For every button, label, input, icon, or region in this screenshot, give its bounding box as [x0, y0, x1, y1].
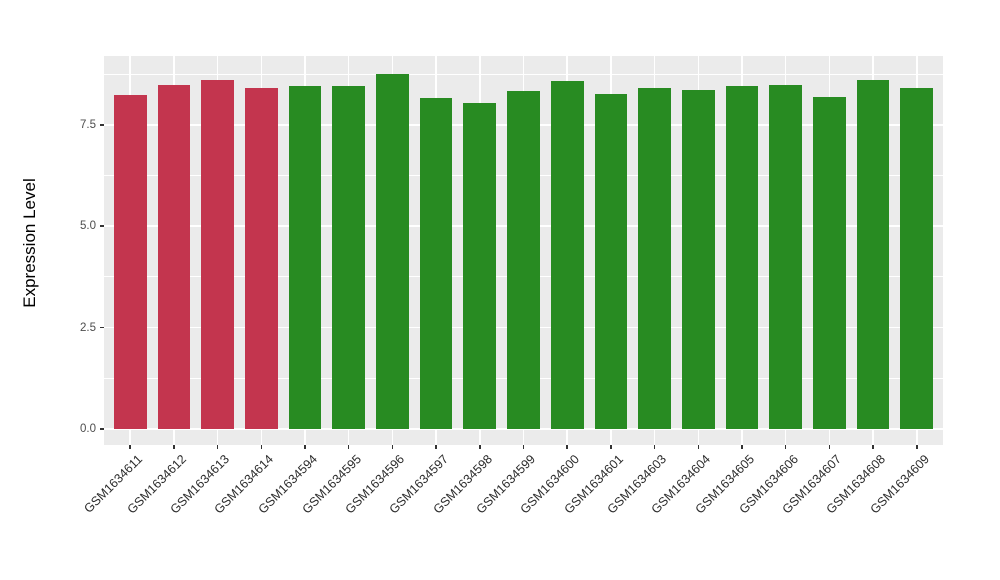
bar-GSM1634595 [332, 85, 366, 429]
x-tick-mark [653, 445, 656, 449]
bar-GSM1634598 [463, 103, 497, 429]
x-tick-mark [697, 445, 700, 449]
bar-GSM1634607 [813, 97, 846, 429]
x-tick-mark [741, 445, 743, 449]
x-tick-mark [916, 445, 918, 449]
x-tick-mark [216, 445, 219, 449]
bar-GSM1634603 [638, 87, 671, 429]
x-tick-mark [435, 445, 437, 449]
bar-GSM1634611 [113, 94, 147, 429]
x-tick-mark [610, 445, 612, 449]
bar-GSM1634614 [244, 87, 278, 429]
bar-GSM1634597 [419, 98, 453, 429]
y-tick-label: 0.0 [80, 422, 96, 435]
x-tick-mark [522, 445, 525, 449]
y-tick-mark [100, 428, 104, 430]
y-tick-label: 5.0 [80, 220, 96, 233]
bar-GSM1634596 [376, 73, 409, 429]
x-tick-mark [347, 445, 350, 449]
bar-GSM1634600 [550, 80, 584, 429]
y-axis-title: Expression Level [20, 177, 39, 308]
y-tick-label: 2.5 [80, 321, 96, 334]
bar-GSM1634594 [288, 85, 322, 429]
x-tick-mark [260, 445, 263, 449]
x-tick-mark [391, 445, 394, 449]
bar-GSM1634605 [725, 86, 759, 429]
x-tick-mark [129, 445, 131, 449]
x-tick-mark [304, 445, 306, 449]
bar-GSM1634599 [507, 91, 540, 429]
x-tick-mark [828, 445, 831, 449]
bar-GSM1634609 [900, 88, 934, 429]
x-tick-mark [479, 445, 481, 449]
x-tick-mark [173, 445, 175, 449]
x-tick-mark [566, 445, 568, 449]
bar-GSM1634608 [856, 80, 890, 429]
y-tick-mark [100, 326, 104, 329]
x-tick-mark [872, 445, 874, 449]
bar-GSM1634604 [681, 89, 715, 429]
plot-panel [104, 56, 943, 445]
bar-GSM1634601 [594, 93, 628, 429]
x-tick-mark [784, 445, 787, 449]
bar-GSM1634612 [157, 84, 191, 429]
y-tick-label: 7.5 [80, 118, 96, 131]
y-tick-mark [100, 124, 104, 126]
y-tick-mark [100, 225, 104, 227]
bar-GSM1634606 [769, 84, 803, 429]
bar-GSM1634613 [201, 79, 234, 429]
